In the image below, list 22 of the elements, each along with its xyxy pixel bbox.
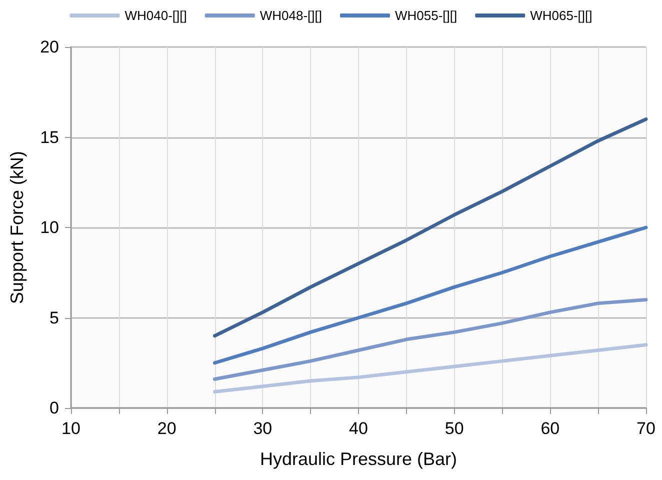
line-series xyxy=(213,117,648,338)
y-tick-label: 5 xyxy=(50,308,59,328)
line-series xyxy=(213,298,648,381)
y-tick-label: 15 xyxy=(40,128,59,147)
x-tick-label: 70 xyxy=(636,419,656,438)
legend-label: WH048-[][] xyxy=(260,8,322,23)
y-tick-label: 0 xyxy=(50,398,59,418)
y-axis-title: Support Force (kN) xyxy=(7,150,27,304)
x-tick-label: 30 xyxy=(253,419,272,438)
legend-label: WH040-[][] xyxy=(124,8,187,23)
y-tick-label: 20 xyxy=(40,38,59,56)
x-tick-label: 20 xyxy=(157,419,176,438)
legend-label: WH065-[][] xyxy=(530,8,592,23)
x-axis-title: Hydraulic Pressure (Bar) xyxy=(260,449,458,469)
y-tick-label: 10 xyxy=(40,218,59,237)
line-series xyxy=(213,226,648,365)
legend-label: WH055-[][] xyxy=(395,8,458,23)
x-tick-label: 60 xyxy=(540,419,560,438)
x-tick-label: 40 xyxy=(349,419,368,438)
x-tick-label: 10 xyxy=(62,419,80,438)
line-series xyxy=(213,343,648,394)
x-tick-label: 50 xyxy=(444,419,464,438)
